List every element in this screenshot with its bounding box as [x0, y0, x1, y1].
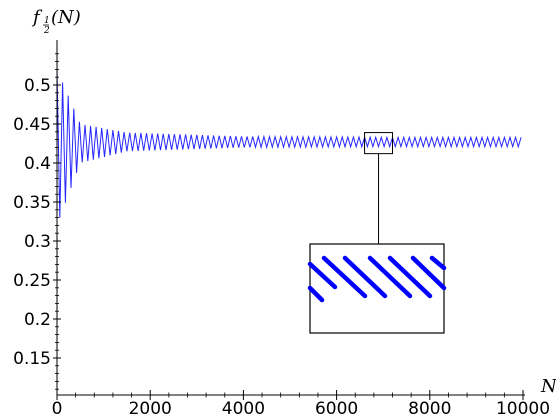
y-tick-label: 0.3 — [24, 232, 51, 252]
tick-labels: 0 2000 4000 6000 8000 10000 0.15 0.2 0.25 0.3 0.35… — [13, 76, 550, 416]
x-tick-label: 8000 — [408, 399, 451, 416]
y-axis-title: f — [31, 7, 43, 28]
x-tick-label: 6000 — [315, 399, 358, 416]
inset — [307, 132, 447, 334]
inset-zoom-stroke — [429, 255, 447, 271]
y-axis-title-arg: (N) — [51, 7, 81, 28]
inset-zoom-stroke — [367, 255, 413, 299]
y-tick-label: 0.25 — [13, 271, 51, 291]
y-tick-label: 0.5 — [24, 76, 51, 96]
x-tick-label: 10000 — [496, 399, 550, 416]
inset-zoom-stroke — [410, 255, 447, 291]
x-tick-label: 0 — [52, 399, 63, 416]
inset-zoom-stroke — [342, 255, 388, 299]
axis-titles: N f 1 2 (N) — [31, 7, 556, 397]
y-axis-title-sub-den: 2 — [43, 26, 50, 36]
x-axis-title: N — [540, 376, 556, 397]
inset-zoom-stroke — [307, 261, 338, 290]
inset-zoom-stroke — [307, 285, 325, 303]
plot-area — [56, 69, 522, 218]
y-tick-label: 0.45 — [13, 115, 51, 135]
x-tick-label: 2000 — [129, 399, 172, 416]
y-axis-title-main: f — [31, 7, 43, 28]
y-axis-title-sub-num: 1 — [44, 16, 50, 26]
data-series-line — [56, 69, 522, 218]
y-tick-label: 0.15 — [13, 349, 51, 369]
y-tick-label: 0.35 — [13, 193, 51, 213]
axes — [53, 40, 525, 400]
y-tick-label: 0.4 — [24, 154, 51, 174]
inset-zoom-stroke — [387, 255, 433, 299]
x-tick-label: 4000 — [222, 399, 265, 416]
y-tick-label: 0.2 — [24, 310, 51, 330]
inset-zoom-stroke — [321, 255, 368, 299]
